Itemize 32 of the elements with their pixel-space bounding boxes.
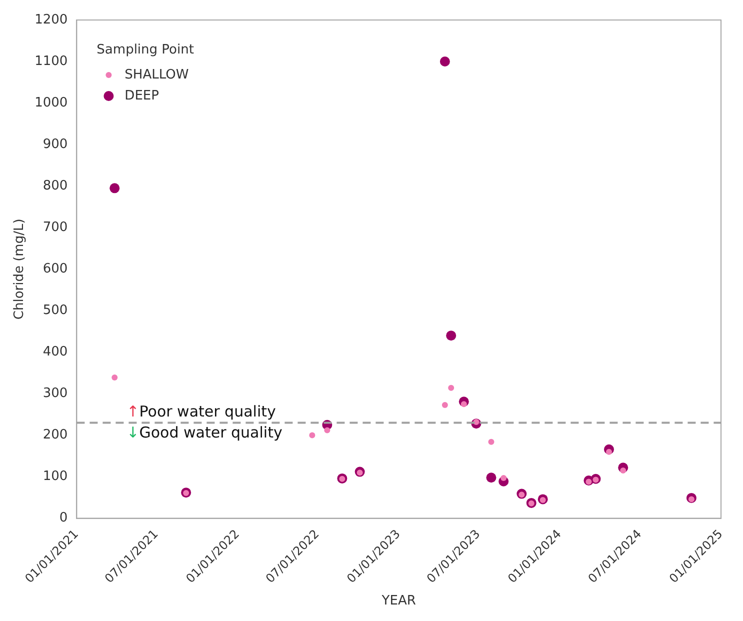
y-tick-label: 100 — [42, 469, 68, 484]
point — [110, 183, 120, 194]
y-tick-label: 1200 — [34, 12, 68, 28]
x-axis-title: YEAR — [380, 594, 416, 609]
point — [324, 427, 330, 434]
y-tick-label: 800 — [42, 178, 68, 194]
y-tick-label: 700 — [42, 220, 68, 236]
point — [112, 374, 118, 381]
y-tick-label: 200 — [42, 428, 68, 443]
y-tick-label: 1000 — [34, 95, 68, 110]
annotation: ↑Poor water quality — [126, 402, 276, 421]
point — [309, 432, 316, 438]
legend-label: DEEP — [124, 88, 160, 104]
point — [620, 468, 626, 474]
point — [448, 384, 454, 391]
point — [500, 475, 507, 482]
y-tick-label: 900 — [42, 136, 68, 152]
point — [440, 56, 450, 67]
point — [446, 330, 456, 341]
y-tick-label: 400 — [42, 344, 68, 360]
y-tick-label: 600 — [42, 262, 68, 277]
y-tick-label: 1100 — [34, 54, 68, 69]
annotation: ↓Good water quality — [126, 424, 282, 442]
legend-title: Sampling Point — [96, 42, 194, 58]
point — [486, 472, 496, 483]
y-tick-label: 300 — [42, 386, 68, 402]
y-axis-title: Chloride (mg/L) — [12, 218, 28, 320]
point — [442, 402, 448, 408]
point — [488, 438, 494, 445]
y-tick-label: 500 — [42, 303, 68, 318]
legend-label: SHALLOW — [124, 67, 189, 82]
y-tick-label: 0 — [59, 510, 68, 526]
